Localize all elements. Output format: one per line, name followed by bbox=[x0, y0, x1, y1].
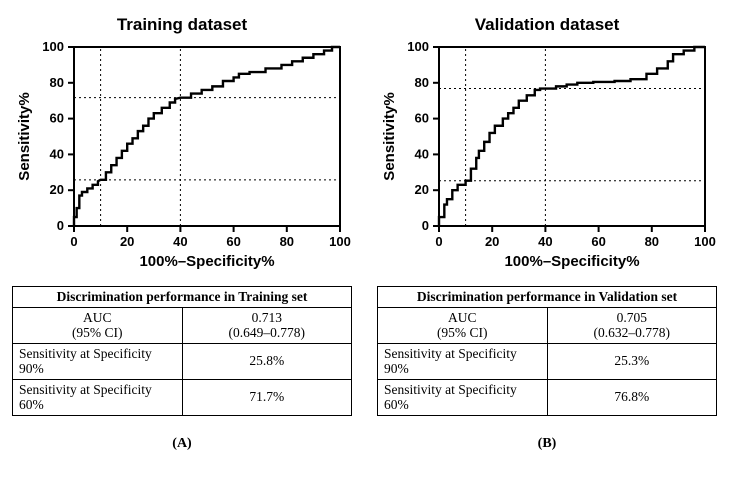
panel-b: Validation dataset 0 20 40 60 80 100 0 20 40 60 80… bbox=[377, 15, 717, 452]
auc-val-line1: 0.713 bbox=[252, 310, 282, 325]
svg-text:80: 80 bbox=[280, 234, 294, 249]
panel-a-table: Discrimination performance in Training s… bbox=[12, 286, 352, 416]
auc-label-line2: (95% CI) bbox=[72, 325, 123, 340]
roc-chart-a: 0 20 40 60 80 100 0 20 40 60 80 100 100%–Specificity… bbox=[12, 39, 352, 274]
table-a-header: Discrimination performance in Training s… bbox=[13, 287, 352, 308]
table-b-header: Discrimination performance in Validation… bbox=[378, 287, 717, 308]
table-a-auc-label: AUC (95% CI) bbox=[13, 307, 183, 343]
svg-text:Sensitivity%: Sensitivity% bbox=[381, 92, 398, 180]
svg-text:40: 40 bbox=[50, 146, 64, 161]
svg-text:40: 40 bbox=[173, 234, 187, 249]
svg-text:Sensitivity%: Sensitivity% bbox=[16, 92, 33, 180]
auc-label-line2-b: (95% CI) bbox=[437, 325, 488, 340]
table-a-sens90-label: Sensitivity at Specificity 90% bbox=[13, 343, 183, 379]
table-b-sens60-label: Sensitivity at Specificity 60% bbox=[378, 379, 548, 415]
table-b-sens60-value: 76.8% bbox=[547, 379, 717, 415]
auc-label-line1: AUC bbox=[83, 310, 112, 325]
svg-text:100%–Specificity%: 100%–Specificity% bbox=[504, 253, 639, 270]
auc-label-line1-b: AUC bbox=[448, 310, 477, 325]
svg-text:80: 80 bbox=[645, 234, 659, 249]
svg-text:20: 20 bbox=[415, 182, 429, 197]
panel-a-chart: 0 20 40 60 80 100 0 20 40 60 80 100 100%–Specificity… bbox=[12, 39, 352, 274]
table-b-auc-value: 0.705 (0.632–0.778) bbox=[547, 307, 717, 343]
svg-text:100: 100 bbox=[329, 234, 351, 249]
svg-text:20: 20 bbox=[485, 234, 499, 249]
table-a-sens90-value: 25.8% bbox=[182, 343, 352, 379]
auc-val-line2-b: (0.632–0.778) bbox=[594, 325, 671, 340]
table-a-sens60-label: Sensitivity at Specificity 60% bbox=[13, 379, 183, 415]
svg-text:100: 100 bbox=[407, 39, 429, 54]
panel-a-letter: (A) bbox=[12, 436, 352, 452]
svg-text:100%–Specificity%: 100%–Specificity% bbox=[139, 253, 274, 270]
svg-text:80: 80 bbox=[50, 75, 64, 90]
auc-val-line1-b: 0.705 bbox=[617, 310, 647, 325]
table-a-auc-value: 0.713 (0.649–0.778) bbox=[182, 307, 352, 343]
svg-text:0: 0 bbox=[57, 218, 64, 233]
table-a-sens60-value: 71.7% bbox=[182, 379, 352, 415]
svg-text:80: 80 bbox=[415, 75, 429, 90]
table-b-auc-label: AUC (95% CI) bbox=[378, 307, 548, 343]
svg-text:60: 60 bbox=[50, 111, 64, 126]
auc-val-line2: (0.649–0.778) bbox=[229, 325, 306, 340]
panel-b-chart: 0 20 40 60 80 100 0 20 40 60 80 100 100%–Specificity… bbox=[377, 39, 717, 274]
svg-text:0: 0 bbox=[422, 218, 429, 233]
roc-chart-b: 0 20 40 60 80 100 0 20 40 60 80 100 100%–Specificity… bbox=[377, 39, 717, 274]
table-b-sens90-value: 25.3% bbox=[547, 343, 717, 379]
svg-text:40: 40 bbox=[415, 146, 429, 161]
svg-text:0: 0 bbox=[70, 234, 77, 249]
svg-text:60: 60 bbox=[226, 234, 240, 249]
svg-text:60: 60 bbox=[591, 234, 605, 249]
panel-row: Training dataset 0 20 40 60 80 100 0 20 40 60 80 10… bbox=[15, 15, 714, 452]
svg-text:40: 40 bbox=[538, 234, 552, 249]
panel-a-title: Training dataset bbox=[12, 15, 352, 35]
table-b-sens90-label: Sensitivity at Specificity 90% bbox=[378, 343, 548, 379]
svg-text:100: 100 bbox=[42, 39, 64, 54]
svg-text:100: 100 bbox=[694, 234, 716, 249]
panel-b-title: Validation dataset bbox=[377, 15, 717, 35]
panel-a: Training dataset 0 20 40 60 80 100 0 20 40 60 80 10… bbox=[12, 15, 352, 452]
panel-b-letter: (B) bbox=[377, 436, 717, 452]
panel-b-table: Discrimination performance in Validation… bbox=[377, 286, 717, 416]
svg-text:60: 60 bbox=[415, 111, 429, 126]
svg-text:20: 20 bbox=[50, 182, 64, 197]
svg-text:20: 20 bbox=[120, 234, 134, 249]
svg-text:0: 0 bbox=[435, 234, 442, 249]
